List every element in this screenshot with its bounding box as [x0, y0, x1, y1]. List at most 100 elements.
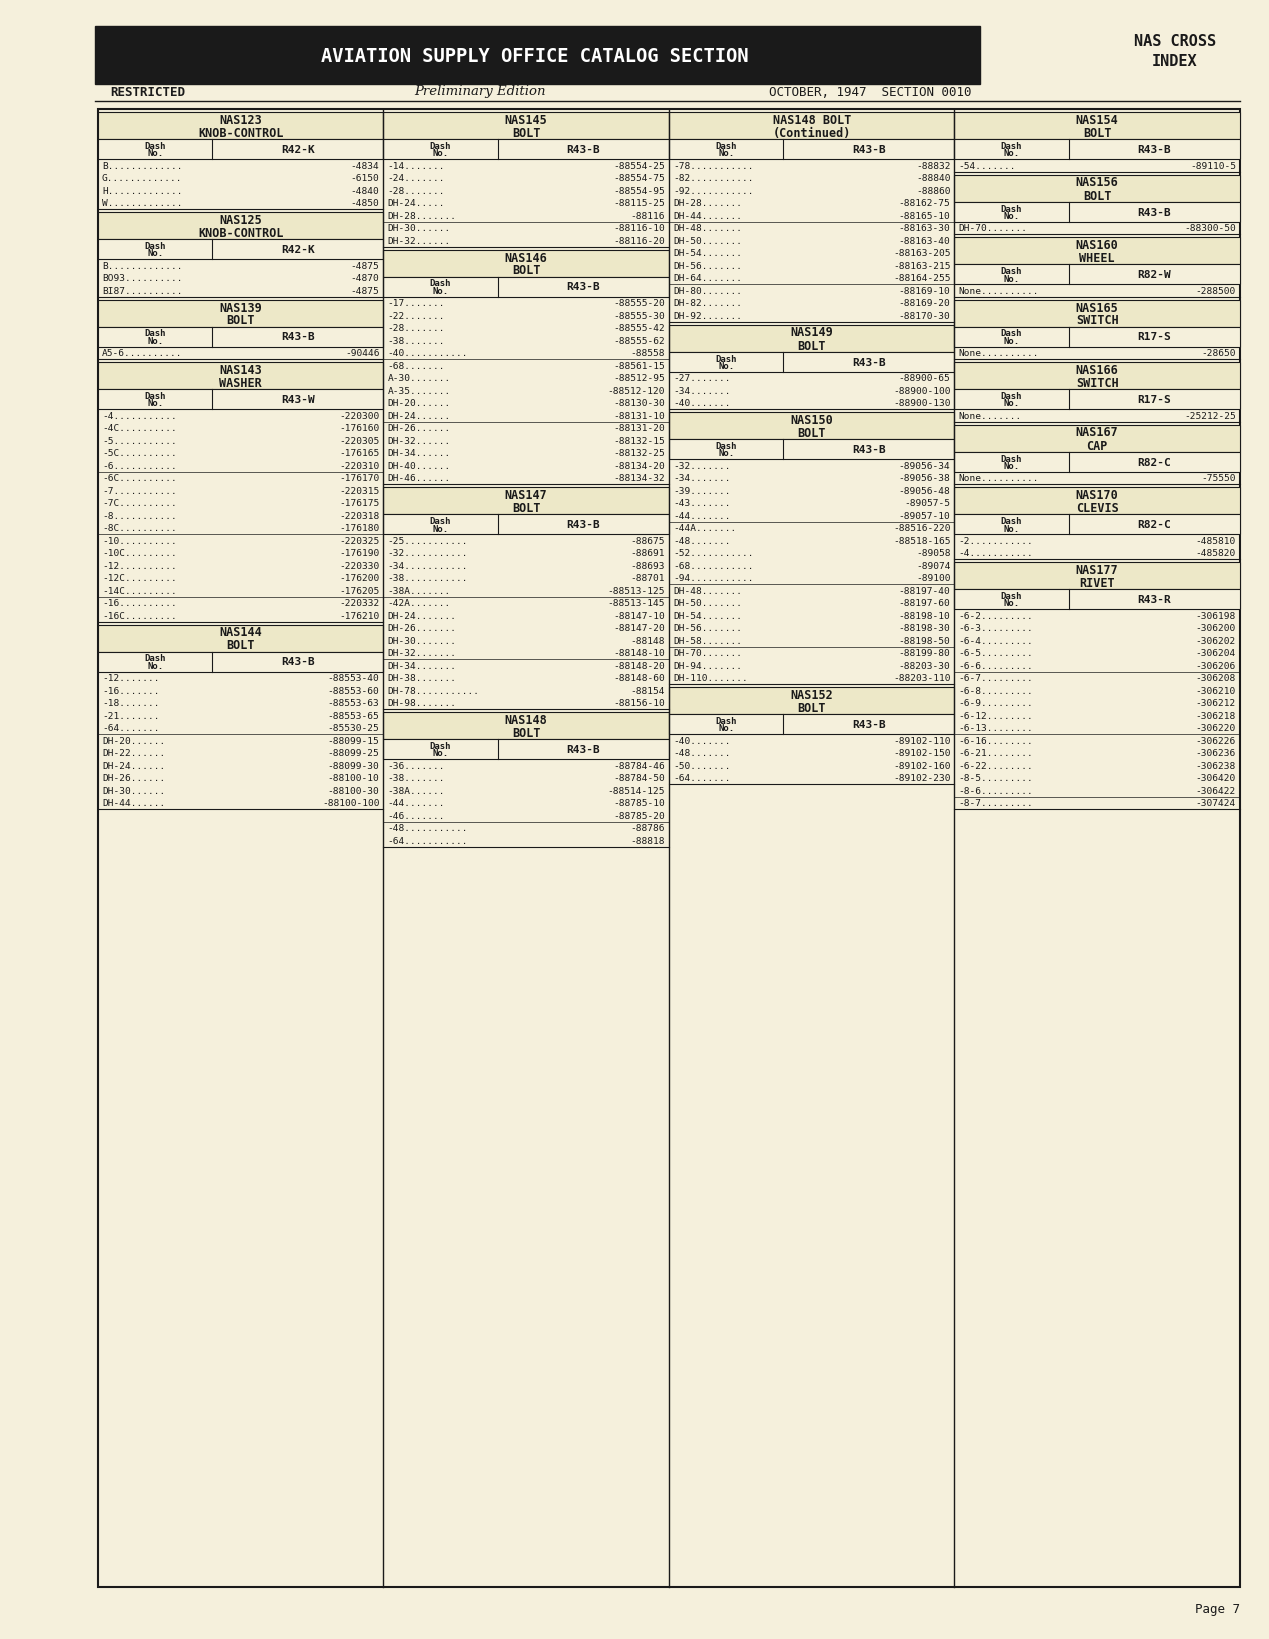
- Text: Dash: Dash: [716, 143, 737, 151]
- Text: NAS147: NAS147: [505, 488, 548, 502]
- Bar: [954, 113, 1240, 139]
- Text: B.............: B.............: [102, 262, 183, 270]
- Text: -88900-100: -88900-100: [893, 387, 950, 395]
- Text: -5C..........: -5C..........: [102, 449, 176, 457]
- Bar: [98, 300, 383, 328]
- Text: -10C.........: -10C.........: [102, 549, 176, 557]
- Text: -4...........: -4...........: [102, 411, 176, 421]
- Text: -88553-65: -88553-65: [327, 711, 379, 720]
- Text: DH-48.......: DH-48.......: [673, 587, 742, 595]
- Text: -88518-165: -88518-165: [893, 536, 950, 546]
- Text: -88116-10: -88116-10: [613, 225, 665, 233]
- Text: -36.......: -36.......: [387, 760, 445, 770]
- Text: -88785-20: -88785-20: [613, 811, 665, 820]
- Text: -88693: -88693: [631, 562, 665, 570]
- Text: -48.......: -48.......: [673, 749, 731, 757]
- Text: -6-4.........: -6-4.........: [958, 636, 1033, 646]
- Text: DH-30.......: DH-30.......: [387, 636, 457, 646]
- Text: -89056-38: -89056-38: [898, 474, 950, 484]
- Text: DH-34......: DH-34......: [387, 449, 450, 457]
- Text: Dash: Dash: [716, 716, 737, 726]
- Text: -176180: -176180: [339, 524, 379, 533]
- Text: -88147-20: -88147-20: [613, 624, 665, 633]
- Text: -306204: -306204: [1195, 649, 1236, 657]
- Text: -38.......: -38.......: [387, 336, 445, 346]
- Text: CLEVIS: CLEVIS: [1076, 502, 1119, 515]
- Text: -88675: -88675: [631, 536, 665, 546]
- Text: NAS145: NAS145: [505, 115, 548, 126]
- Text: DH-30......: DH-30......: [387, 225, 450, 233]
- Text: BOLT: BOLT: [797, 339, 826, 352]
- Text: -6150: -6150: [350, 174, 379, 184]
- Text: -2...........: -2...........: [958, 536, 1033, 546]
- Text: NAS152: NAS152: [791, 688, 834, 701]
- Text: -88115-25: -88115-25: [613, 198, 665, 208]
- Text: -306202: -306202: [1195, 636, 1236, 646]
- Text: -306218: -306218: [1195, 711, 1236, 720]
- Text: -89102-110: -89102-110: [893, 736, 950, 746]
- Text: -88512-120: -88512-120: [608, 387, 665, 395]
- Bar: [383, 139, 669, 161]
- Bar: [669, 113, 954, 139]
- Text: -8-6.........: -8-6.........: [958, 787, 1033, 795]
- Text: -68.......: -68.......: [387, 362, 445, 370]
- Text: -88860: -88860: [916, 187, 950, 195]
- Bar: [383, 515, 669, 534]
- Text: -34.......: -34.......: [673, 474, 731, 484]
- Text: R43-B: R43-B: [566, 520, 600, 529]
- Text: NAS139: NAS139: [220, 302, 263, 315]
- Text: -88116-20: -88116-20: [613, 236, 665, 246]
- Text: -88514-125: -88514-125: [608, 787, 665, 795]
- Text: -4850: -4850: [350, 198, 379, 208]
- Text: WASHER: WASHER: [220, 377, 263, 390]
- Text: DH-58.......: DH-58.......: [673, 636, 742, 646]
- Text: R82-C: R82-C: [1137, 457, 1171, 467]
- Text: -88300-50: -88300-50: [1184, 225, 1236, 233]
- Text: -88132-25: -88132-25: [613, 449, 665, 457]
- Text: -485820: -485820: [1195, 549, 1236, 557]
- Text: -25212-25: -25212-25: [1184, 411, 1236, 421]
- Text: -88154: -88154: [631, 687, 665, 695]
- Bar: [383, 251, 669, 277]
- Text: BOLT: BOLT: [226, 639, 255, 652]
- Text: -306226: -306226: [1195, 736, 1236, 746]
- Text: -88165-10: -88165-10: [898, 211, 950, 221]
- Text: -88169-20: -88169-20: [898, 298, 950, 308]
- Text: DH-56.......: DH-56.......: [673, 262, 742, 270]
- Text: -6...........: -6...........: [102, 462, 176, 470]
- Text: -88900-65: -88900-65: [898, 374, 950, 384]
- Text: DH-28.......: DH-28.......: [387, 211, 457, 221]
- Bar: [98, 139, 383, 161]
- Text: -52...........: -52...........: [673, 549, 754, 557]
- Text: -176205: -176205: [339, 587, 379, 595]
- Bar: [98, 624, 383, 652]
- Text: -88100-100: -88100-100: [322, 798, 379, 808]
- Text: -54.......: -54.......: [958, 162, 1016, 170]
- Text: -306206: -306206: [1195, 662, 1236, 670]
- Text: BOLT: BOLT: [797, 426, 826, 439]
- Text: -89056-34: -89056-34: [898, 462, 950, 470]
- Text: -89102-160: -89102-160: [893, 760, 950, 770]
- Text: DH-38.......: DH-38.......: [387, 674, 457, 683]
- Text: DH-26......: DH-26......: [387, 425, 450, 433]
- Text: NAS165: NAS165: [1076, 302, 1119, 315]
- Text: -88900-130: -88900-130: [893, 398, 950, 408]
- Text: -38.......: -38.......: [387, 774, 445, 783]
- Text: -88163-40: -88163-40: [898, 236, 950, 246]
- Text: NAS146: NAS146: [505, 251, 548, 264]
- Text: None.......: None.......: [958, 411, 1022, 421]
- Text: -6C..........: -6C..........: [102, 474, 176, 484]
- Text: -89102-150: -89102-150: [893, 749, 950, 757]
- Text: NAS123: NAS123: [220, 115, 263, 126]
- Text: -64.......: -64.......: [102, 724, 160, 733]
- Bar: [669, 325, 954, 352]
- Text: -88132-15: -88132-15: [613, 436, 665, 446]
- Text: DH-48.......: DH-48.......: [673, 225, 742, 233]
- Text: Page 7: Page 7: [1195, 1603, 1240, 1616]
- Text: No.: No.: [1004, 400, 1020, 408]
- Text: DH-80.......: DH-80.......: [673, 287, 742, 295]
- Bar: [98, 652, 383, 672]
- Text: DH-70.......: DH-70.......: [673, 649, 742, 657]
- Text: -18.......: -18.......: [102, 698, 160, 708]
- Text: No.: No.: [147, 149, 164, 159]
